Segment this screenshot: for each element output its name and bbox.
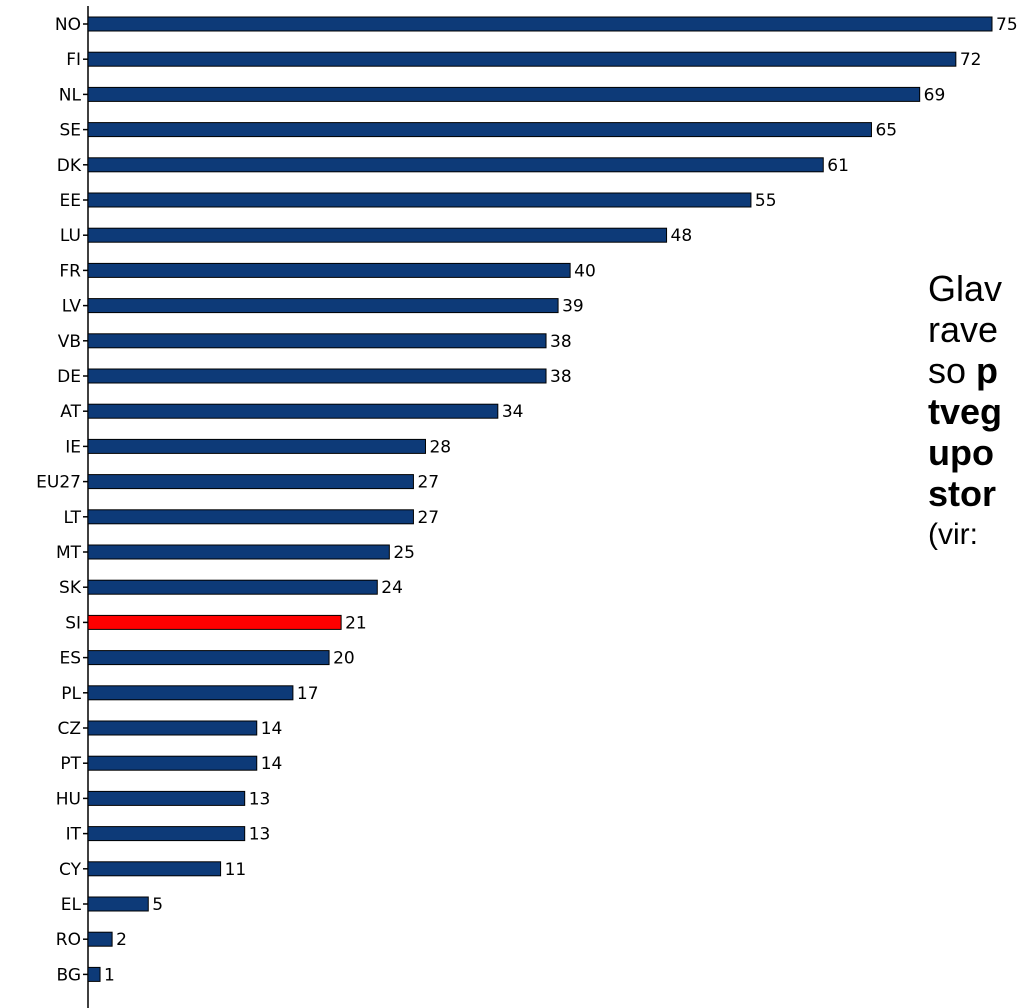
data-label: 2	[116, 930, 127, 950]
category-label: VB	[58, 332, 81, 352]
bar	[87, 227, 668, 243]
data-label: 24	[381, 578, 403, 598]
bar	[87, 931, 113, 947]
bar	[87, 474, 414, 490]
category-label: BG	[56, 965, 81, 985]
bar	[87, 544, 390, 560]
category-label: SE	[59, 121, 81, 141]
bar	[87, 438, 426, 454]
data-label: 39	[562, 297, 584, 317]
bar	[87, 333, 547, 349]
data-label: 13	[249, 789, 271, 809]
category-label: DK	[57, 156, 82, 176]
category-label: SK	[59, 578, 82, 598]
bar	[87, 403, 499, 419]
category-label: DE	[57, 367, 81, 387]
data-label: 38	[550, 332, 572, 352]
bar	[87, 368, 547, 384]
category-label: NO	[55, 15, 81, 35]
data-label: 40	[574, 261, 596, 281]
category-label: CY	[59, 860, 82, 880]
bar	[87, 192, 752, 208]
bar	[87, 51, 957, 67]
data-label: 55	[755, 191, 777, 211]
side-text-line: rave	[928, 309, 999, 350]
bar	[87, 896, 149, 912]
side-text-line: so p	[928, 350, 1034, 391]
data-label: 14	[261, 719, 283, 739]
category-label: IT	[66, 825, 82, 845]
bar	[87, 790, 246, 806]
category-label: FI	[66, 50, 81, 70]
category-label: LU	[60, 226, 81, 246]
category-label: EU27	[36, 473, 81, 493]
side-text-line: Glav	[928, 268, 1003, 309]
bar	[87, 579, 378, 595]
side-text-line: tveg	[928, 391, 1003, 432]
data-label: 72	[960, 50, 982, 70]
data-label: 34	[502, 402, 524, 422]
data-label: 1	[104, 965, 115, 985]
data-label: 20	[333, 649, 355, 669]
bar	[87, 86, 921, 102]
category-label: EE	[60, 191, 81, 211]
bar	[87, 509, 414, 525]
category-label: LV	[62, 297, 82, 317]
data-label: 13	[249, 825, 271, 845]
data-label: 25	[393, 543, 415, 563]
category-label: NL	[59, 85, 82, 105]
bar	[87, 16, 993, 32]
bar	[87, 122, 872, 138]
bar	[87, 755, 258, 771]
category-label: AT	[60, 402, 81, 422]
data-label: 48	[671, 226, 693, 246]
bar	[87, 614, 342, 630]
side-text: Glav rave so p tveg upo stor (vir:	[928, 268, 1034, 555]
data-label: 65	[875, 121, 897, 141]
bar	[87, 298, 559, 314]
bar	[87, 685, 294, 701]
data-label: 27	[417, 508, 439, 528]
category-label: HU	[56, 789, 81, 809]
data-label: 28	[429, 437, 451, 457]
side-text-line: upo	[928, 432, 994, 473]
data-label: 38	[550, 367, 572, 387]
data-label: 17	[297, 684, 319, 704]
data-label: 75	[996, 15, 1018, 35]
bar	[87, 826, 246, 842]
category-label: PL	[61, 684, 81, 704]
data-label: 21	[345, 613, 367, 633]
category-label: EL	[61, 895, 82, 915]
category-label: PT	[60, 754, 81, 774]
data-label: 5	[152, 895, 163, 915]
category-label: IE	[65, 437, 81, 457]
bar	[87, 650, 330, 666]
data-label: 61	[827, 156, 849, 176]
bar	[87, 966, 101, 982]
bar	[87, 720, 258, 736]
bar	[87, 861, 222, 877]
category-label: LT	[63, 508, 81, 528]
bar	[87, 262, 571, 278]
category-label: RO	[56, 930, 81, 950]
side-text-bold: p	[976, 350, 999, 391]
side-text-line: (vir:	[928, 518, 978, 551]
side-text-line: stor	[928, 473, 997, 514]
category-label: ES	[59, 649, 81, 669]
category-label: SI	[65, 613, 81, 633]
bar	[87, 157, 824, 173]
category-label: MT	[56, 543, 82, 563]
side-text-prefix: so	[928, 350, 977, 391]
data-label: 11	[225, 860, 247, 880]
category-label: FR	[59, 261, 81, 281]
data-label: 14	[261, 754, 283, 774]
data-label: 27	[417, 473, 439, 493]
data-label: 69	[924, 85, 946, 105]
category-label: CZ	[57, 719, 81, 739]
